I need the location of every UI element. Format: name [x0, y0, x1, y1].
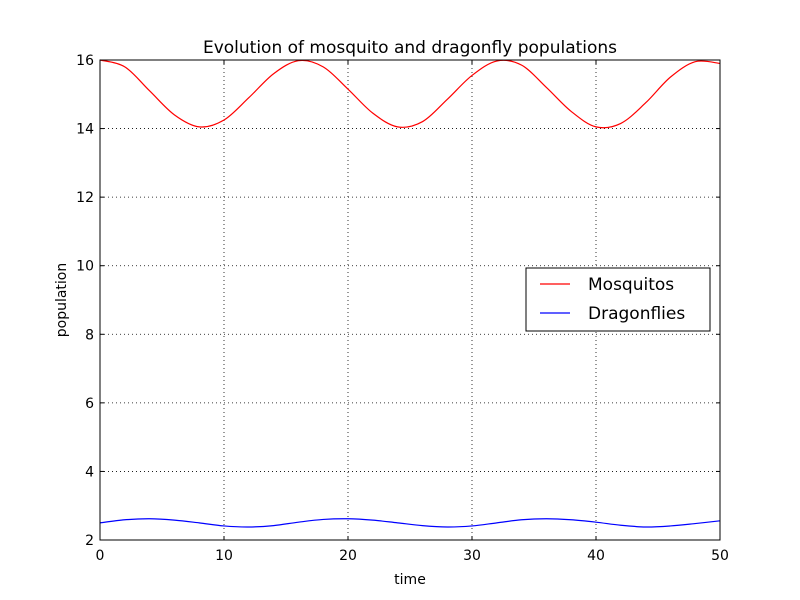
y-tick-label: 2 — [85, 533, 94, 549]
legend-label-mosquitos: Mosquitos — [588, 275, 674, 295]
x-tick-label: 40 — [587, 548, 605, 564]
y-tick-label: 8 — [85, 327, 94, 343]
y-tick-label: 16 — [76, 53, 94, 69]
y-tick-label: 10 — [76, 259, 94, 275]
x-axis-title: time — [394, 572, 426, 588]
y-tick-label: 6 — [85, 396, 94, 412]
x-tick-label: 20 — [339, 548, 357, 564]
y-tick-label: 12 — [76, 190, 94, 206]
tick-labels: 0 10 20 30 40 50 2 4 6 8 10 12 14 16 — [76, 53, 729, 564]
y-tick-label: 14 — [76, 122, 94, 138]
legend-label-dragonflies: Dragonflies — [588, 304, 685, 324]
series-line-mosquitos — [99, 59, 721, 129]
plot-frame — [99, 59, 721, 541]
x-tick-label: 50 — [711, 548, 729, 564]
ticks — [99, 59, 721, 541]
series-layer — [99, 59, 721, 528]
x-tick-label: 10 — [215, 548, 233, 564]
y-tick-label: 4 — [85, 464, 94, 480]
chart-title: Evolution of mosquito and dragonfly popu… — [203, 38, 617, 58]
y-axis-title: population — [54, 263, 70, 338]
series-line-dragonflies — [99, 518, 721, 528]
legend: Mosquitos Dragonflies — [525, 267, 711, 332]
grid — [100, 60, 720, 540]
x-tick-label: 30 — [463, 548, 481, 564]
legend-box — [525, 267, 711, 332]
x-tick-label: 0 — [96, 548, 105, 564]
